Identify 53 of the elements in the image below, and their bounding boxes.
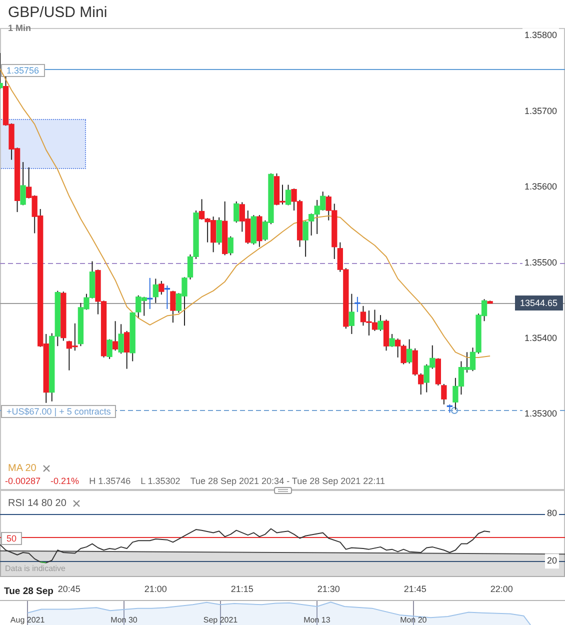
candlestick bbox=[418, 372, 424, 396]
candlestick bbox=[158, 280, 164, 296]
candlestick bbox=[389, 333, 395, 348]
candlestick bbox=[228, 236, 234, 256]
candlestick bbox=[285, 184, 292, 206]
candlestick bbox=[302, 220, 308, 258]
y-tick-label: 1.35400 bbox=[524, 333, 557, 344]
candlestick bbox=[106, 338, 112, 360]
x-tick-label: 21:30 bbox=[317, 584, 340, 594]
annotation: L 1.35302 bbox=[140, 476, 180, 487]
text: RSI 14 80 20 bbox=[8, 498, 66, 510]
x-tick-label: 22:00 bbox=[490, 584, 513, 594]
x-tick-label: Mon 20 bbox=[400, 615, 428, 624]
annotation: Data is indicative bbox=[5, 564, 66, 574]
annotation: -0.00287 bbox=[5, 476, 41, 487]
candlestick bbox=[406, 338, 412, 364]
x-tick-label: 21:00 bbox=[144, 584, 167, 594]
y-tick-label: 1.35800 bbox=[524, 30, 557, 40]
candlestick bbox=[378, 314, 384, 332]
candlestick bbox=[112, 320, 118, 352]
chart-title: GBP/USD Mini bbox=[8, 4, 108, 22]
ref-line-label: 50 bbox=[6, 533, 17, 544]
ref-line-label: +US$67.00 | + 5 contracts bbox=[6, 406, 112, 416]
y-tick-label: 1.35300 bbox=[524, 408, 557, 419]
x-tick-label: 20:45 bbox=[58, 584, 80, 594]
x-axis-title: Tue 28 Sep bbox=[4, 586, 54, 597]
y-tick-label: 80 bbox=[546, 508, 557, 518]
y-tick-label: 1.35500 bbox=[524, 257, 557, 268]
y-tick-label: 1.35700 bbox=[524, 106, 557, 116]
candlestick bbox=[124, 330, 130, 370]
y-tick-label: 20 bbox=[546, 556, 557, 566]
x-tick-label: 21:45 bbox=[404, 584, 426, 594]
y-tick-label: 1.35600 bbox=[524, 182, 557, 192]
candlestick bbox=[441, 383, 447, 405]
ref-line-label: 1.35756 bbox=[6, 65, 40, 76]
annotation: -0.21% bbox=[50, 476, 80, 487]
candlestick bbox=[20, 162, 26, 206]
x-tick-label: 21:15 bbox=[230, 584, 254, 594]
annotation: Tue 28 Sep 2021 20:34 - Tue 28 Sep 2021 22:11 bbox=[190, 476, 385, 487]
candlestick bbox=[216, 216, 222, 246]
x-tick-label: Mon 13 bbox=[304, 615, 331, 624]
x-tick-label: Sep 2021 bbox=[203, 615, 238, 624]
candlestick bbox=[170, 290, 176, 324]
candlestick bbox=[152, 278, 158, 304]
candlestick bbox=[118, 324, 124, 354]
candlestick bbox=[354, 296, 360, 313]
candlestick bbox=[348, 293, 355, 334]
candlestick bbox=[234, 200, 240, 224]
annotation: 13544.65 bbox=[520, 298, 558, 308]
x-tick-label: Mon 30 bbox=[110, 615, 138, 624]
chart-subtitle: 1 Min bbox=[8, 23, 32, 33]
annotation: H 1.35746 bbox=[89, 476, 131, 487]
text: MA 20 bbox=[8, 463, 36, 474]
